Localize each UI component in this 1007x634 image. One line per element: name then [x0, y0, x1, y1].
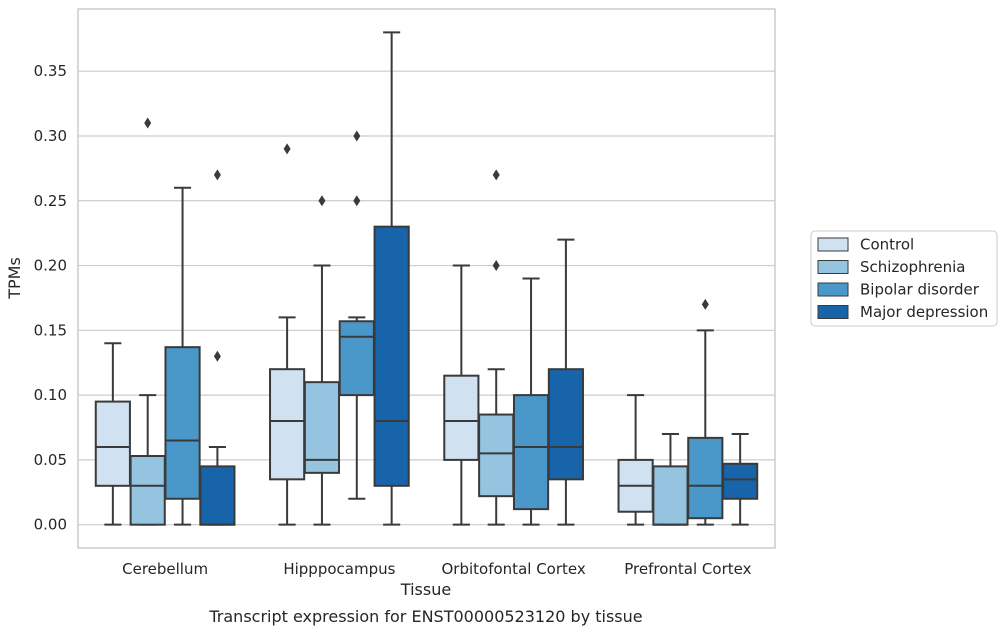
y-tick-label: 0.30 — [34, 127, 67, 145]
x-tick-label: Prefrontal Cortex — [624, 560, 751, 578]
box-group — [94, 342, 131, 526]
x-axis-title: Tissue — [400, 580, 451, 599]
legend: Control Schizophrenia Bipolar disorder Majo… — [810, 230, 998, 327]
outlier-point — [353, 130, 361, 142]
box-iqr — [269, 368, 306, 481]
box-iqr — [129, 455, 166, 526]
box-iqr — [199, 465, 236, 526]
box-group — [373, 31, 410, 526]
outlier-point — [283, 143, 291, 155]
box-iqr — [478, 413, 515, 498]
legend-swatch — [817, 305, 849, 319]
box-iqr — [547, 368, 584, 481]
legend-swatch — [817, 237, 849, 252]
box-iqr — [687, 436, 724, 520]
x-tick-label: Orbitofontal Cortex — [442, 560, 586, 578]
outlier-point — [213, 350, 221, 362]
box-group — [303, 195, 341, 526]
box-group — [547, 238, 584, 526]
box-group — [269, 143, 306, 526]
box-group — [617, 394, 654, 526]
box-group — [687, 298, 724, 526]
box-iqr — [512, 394, 550, 511]
box-group — [164, 186, 201, 526]
box-iqr — [164, 346, 201, 500]
box-iqr — [94, 400, 131, 487]
outlier-point — [144, 117, 152, 129]
outlier-point — [213, 169, 221, 181]
box-iqr — [303, 381, 341, 474]
outlier-point — [353, 195, 361, 207]
y-tick-label: 0.10 — [34, 386, 67, 404]
legend-label: Bipolar disorder — [860, 281, 980, 299]
y-tick-label: 0.00 — [34, 516, 67, 534]
y-tick-label: 0.25 — [34, 192, 67, 210]
tick-labels: 0.00 0.05 0.10 0.15 0.20 0.25 0.30 0.35 Cerebell… — [34, 62, 752, 578]
box-iqr — [443, 374, 480, 461]
outlier-point — [492, 169, 500, 181]
x-tick-label: Hipppocampus — [283, 560, 395, 578]
outlier-point — [701, 298, 709, 310]
outlier-point — [318, 195, 326, 207]
y-tick-label: 0.20 — [34, 257, 67, 275]
legend-frame — [810, 230, 998, 327]
box-group — [338, 130, 375, 500]
y-tick-label: 0.15 — [34, 321, 67, 339]
legend-label: Major depression — [860, 303, 988, 321]
legend-swatch — [817, 260, 849, 274]
box-iqr — [722, 462, 759, 500]
legend-label: Schizophrenia — [860, 258, 965, 276]
box-group — [722, 432, 759, 526]
box-iqr — [338, 320, 375, 397]
box-group — [443, 264, 480, 526]
box-iqr — [652, 465, 689, 526]
legend-swatch — [817, 282, 849, 297]
figure-caption: Transcript expression for ENST0000052312… — [208, 607, 642, 626]
box-group — [512, 277, 550, 526]
box-group — [652, 432, 689, 526]
box-iqr — [373, 225, 410, 487]
box-group — [199, 169, 236, 526]
box-group — [478, 169, 515, 526]
y-axis-title: TPMs — [5, 257, 24, 300]
x-tick-label: Cerebellum — [122, 560, 208, 578]
legend-label: Control — [860, 236, 914, 254]
y-tick-label: 0.35 — [34, 62, 67, 80]
boxes — [94, 31, 759, 526]
box-group — [129, 117, 166, 526]
outlier-point — [492, 260, 500, 272]
plot-frame — [77, 8, 776, 549]
y-tick-label: 0.05 — [34, 451, 67, 469]
